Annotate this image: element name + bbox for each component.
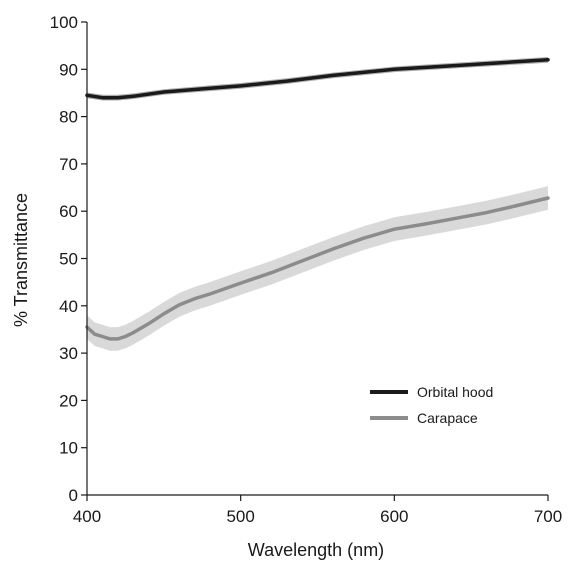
- y-axis-ticks: 0 10 20 30 40 50 60 70 80 90 100: [50, 13, 87, 505]
- x-axis-ticks: 400 500 600 700: [73, 495, 562, 526]
- x-tick-label: 700: [534, 507, 562, 526]
- x-tick-label: 500: [226, 507, 254, 526]
- orbital-hood-series-line: [85, 58, 550, 100]
- y-tick-label: 20: [59, 391, 78, 410]
- carapace-error-band: [87, 186, 548, 351]
- orbital-hood-legend-label: Orbital hood: [417, 384, 493, 400]
- x-tick-label: 600: [380, 507, 408, 526]
- y-tick-label: 80: [59, 108, 78, 127]
- legend: Orbital hood Carapace: [370, 384, 493, 426]
- y-tick-label: 70: [59, 155, 78, 174]
- y-tick-label: 40: [59, 297, 78, 316]
- x-axis-title: Wavelength (nm): [248, 540, 384, 560]
- y-tick-label: 0: [69, 486, 78, 505]
- y-axis-title: % Transmittance: [11, 193, 31, 327]
- y-tick-label: 30: [59, 344, 78, 363]
- error-bands: [87, 57, 548, 351]
- x-tick-label: 400: [73, 507, 101, 526]
- carapace-legend-label: Carapace: [417, 410, 478, 426]
- y-tick-label: 50: [59, 250, 78, 269]
- carapace-series-line: [85, 196, 550, 341]
- series-lines: [85, 58, 550, 341]
- y-tick-label: 60: [59, 202, 78, 221]
- y-tick-label: 10: [59, 439, 78, 458]
- y-tick-label: 100: [50, 13, 78, 32]
- y-tick-label: 90: [59, 60, 78, 79]
